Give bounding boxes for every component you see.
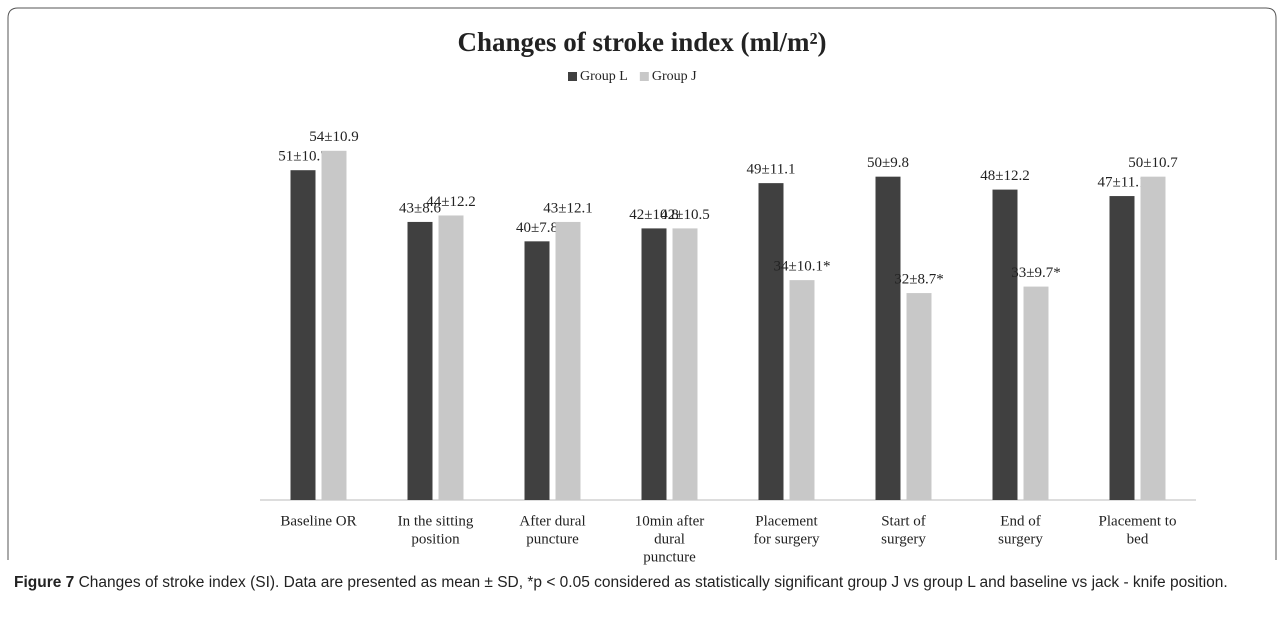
bar xyxy=(789,280,815,500)
value-label: 32±8.7* xyxy=(894,272,943,288)
caption: Figure 7 Changes of stroke index (SI). D… xyxy=(14,570,1264,595)
x-tick-label: bed xyxy=(1127,531,1149,547)
bar xyxy=(758,183,784,500)
value-label: 43±12.1 xyxy=(543,200,592,216)
bar xyxy=(641,228,667,500)
x-tick-label: 10min after xyxy=(635,513,705,529)
x-tick-label: puncture xyxy=(643,549,696,565)
bar xyxy=(555,221,581,500)
legend-swatch xyxy=(568,72,577,81)
value-label: 43±8.6 xyxy=(399,200,441,216)
x-tick-label: puncture xyxy=(526,531,579,547)
value-label: 42±10.8 xyxy=(629,207,678,223)
value-label: 54±10.9 xyxy=(309,129,358,145)
bar xyxy=(875,176,901,500)
value-label: 42±10.5 xyxy=(660,207,709,223)
legend-label: Group L xyxy=(580,69,628,84)
x-tick-label: Start of xyxy=(881,513,926,529)
value-label: 34±10.1* xyxy=(774,259,831,275)
x-tick-label: End of xyxy=(1000,513,1040,529)
bar xyxy=(1140,176,1166,500)
x-tick-label: surgery xyxy=(881,531,926,547)
value-label: 47±11.1 xyxy=(1098,175,1147,191)
x-tick-label: for surgery xyxy=(754,531,820,547)
value-label: 33±9.7* xyxy=(1011,265,1060,281)
value-label: 44±12.2 xyxy=(426,194,475,210)
x-tick-label: position xyxy=(411,531,460,547)
bar xyxy=(1023,286,1049,500)
bar xyxy=(524,241,550,501)
x-tick-label: Placement xyxy=(755,513,818,529)
x-tick-label: dural xyxy=(654,531,685,547)
legend-label: Group J xyxy=(652,69,697,84)
x-tick-label: Placement to xyxy=(1099,513,1177,529)
bar xyxy=(290,170,316,500)
bar xyxy=(1109,196,1135,501)
value-label: 49±11.1 xyxy=(747,162,796,178)
legend-swatch xyxy=(639,72,649,81)
value-label: 40±7.8 xyxy=(516,220,558,236)
caption-text: Changes of stroke index (SI). Data are p… xyxy=(78,574,1228,591)
bar xyxy=(321,150,347,501)
value-label: 48±12.2 xyxy=(980,168,1029,184)
bar xyxy=(672,228,698,500)
x-tick-label: After dural xyxy=(519,513,585,529)
bar xyxy=(906,293,932,500)
value-label: 51±10.7 xyxy=(278,149,328,165)
bar xyxy=(438,215,464,500)
value-label: 50±9.8 xyxy=(867,155,909,171)
caption-label: Figure 7 xyxy=(14,574,75,591)
x-tick-label: Baseline OR xyxy=(280,513,356,529)
chart-title: Changes of stroke index (ml/m²) xyxy=(457,27,826,57)
x-tick-label: In the sitting xyxy=(398,513,474,529)
x-tick-label: surgery xyxy=(998,531,1043,547)
value-label: 50±10.7 xyxy=(1128,155,1178,171)
bar xyxy=(992,189,1018,500)
figure-border xyxy=(7,7,1277,560)
bar xyxy=(407,221,433,500)
